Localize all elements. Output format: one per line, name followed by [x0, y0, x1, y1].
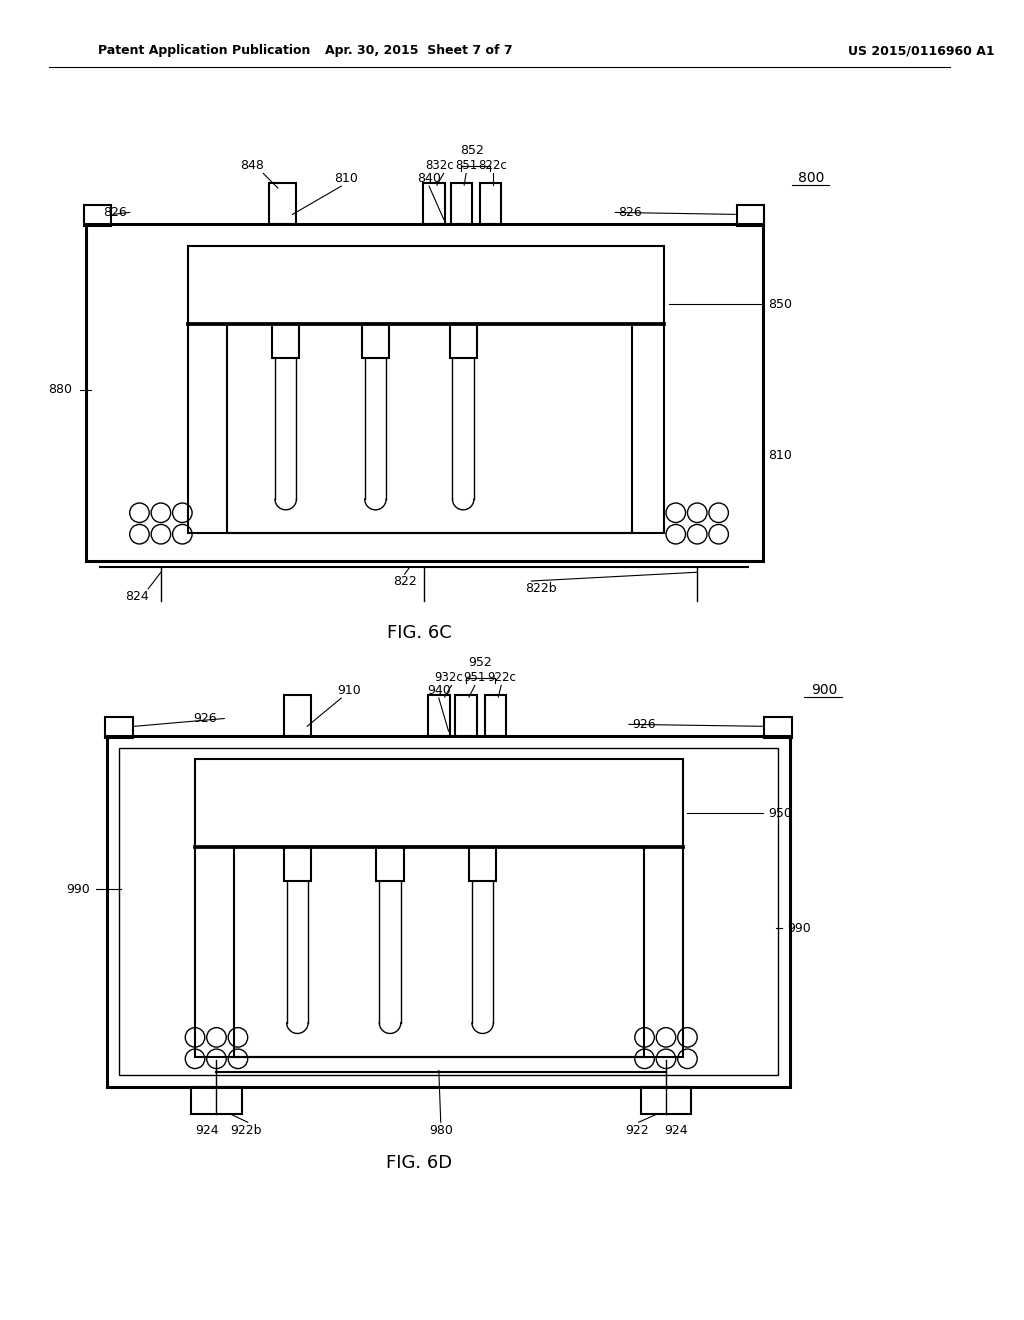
Bar	[450, 323, 477, 358]
Text: US 2015/0116960 A1: US 2015/0116960 A1	[848, 44, 995, 57]
Text: 990: 990	[67, 883, 90, 896]
Bar	[361, 323, 389, 358]
Bar	[188, 246, 664, 533]
Text: 848: 848	[240, 160, 263, 172]
Text: 910: 910	[337, 684, 361, 697]
Bar	[480, 183, 501, 224]
Text: 926: 926	[193, 711, 217, 725]
Bar	[272, 323, 299, 358]
Text: FIG. 6D: FIG. 6D	[386, 1154, 453, 1172]
Text: 922c: 922c	[486, 671, 516, 684]
Text: 980: 980	[429, 1123, 453, 1137]
Text: 924: 924	[195, 1123, 218, 1137]
Text: 832c: 832c	[425, 160, 454, 172]
Text: 810: 810	[768, 449, 792, 462]
Bar	[377, 847, 403, 882]
Bar	[86, 224, 763, 561]
Text: 810: 810	[334, 172, 358, 185]
Text: 822b: 822b	[525, 582, 557, 595]
Bar	[284, 847, 311, 882]
Text: 940: 940	[427, 684, 451, 697]
Text: 924: 924	[664, 1123, 687, 1137]
Bar	[456, 696, 477, 737]
Text: 852: 852	[460, 144, 484, 157]
Bar	[269, 183, 296, 224]
Text: 900: 900	[811, 684, 838, 697]
Bar	[284, 696, 311, 737]
Bar	[234, 847, 643, 1057]
Bar	[84, 205, 112, 226]
Text: 822: 822	[393, 576, 417, 589]
Bar	[105, 717, 133, 738]
Bar	[469, 847, 497, 882]
Text: 950: 950	[768, 807, 792, 820]
Text: 850: 850	[768, 297, 793, 310]
Text: Apr. 30, 2015  Sheet 7 of 7: Apr. 30, 2015 Sheet 7 of 7	[326, 44, 513, 57]
Bar	[451, 183, 472, 224]
Text: Patent Application Publication: Patent Application Publication	[97, 44, 310, 57]
Text: 840: 840	[417, 172, 441, 185]
Bar	[227, 323, 632, 533]
Text: 952: 952	[468, 656, 492, 669]
Text: 826: 826	[618, 206, 642, 219]
Bar	[428, 696, 450, 737]
Text: 800: 800	[798, 172, 824, 185]
Text: 951: 951	[464, 671, 486, 684]
Text: 851: 851	[455, 160, 477, 172]
Text: 824: 824	[125, 590, 148, 603]
Bar	[195, 759, 683, 1057]
Bar	[484, 696, 506, 737]
Text: 932c: 932c	[434, 671, 463, 684]
Bar	[191, 1088, 242, 1114]
Bar	[119, 747, 778, 1076]
Text: 880: 880	[48, 383, 73, 396]
Text: 826: 826	[103, 206, 127, 219]
Text: 922: 922	[625, 1123, 648, 1137]
Text: 990: 990	[787, 921, 811, 935]
Text: 822c: 822c	[478, 160, 507, 172]
Text: 922b: 922b	[230, 1123, 261, 1137]
Bar	[765, 717, 792, 738]
Bar	[737, 205, 765, 226]
Bar	[641, 1088, 691, 1114]
Bar	[423, 183, 444, 224]
Text: FIG. 6C: FIG. 6C	[387, 623, 452, 642]
Bar	[108, 737, 790, 1088]
Text: 926: 926	[632, 718, 655, 731]
